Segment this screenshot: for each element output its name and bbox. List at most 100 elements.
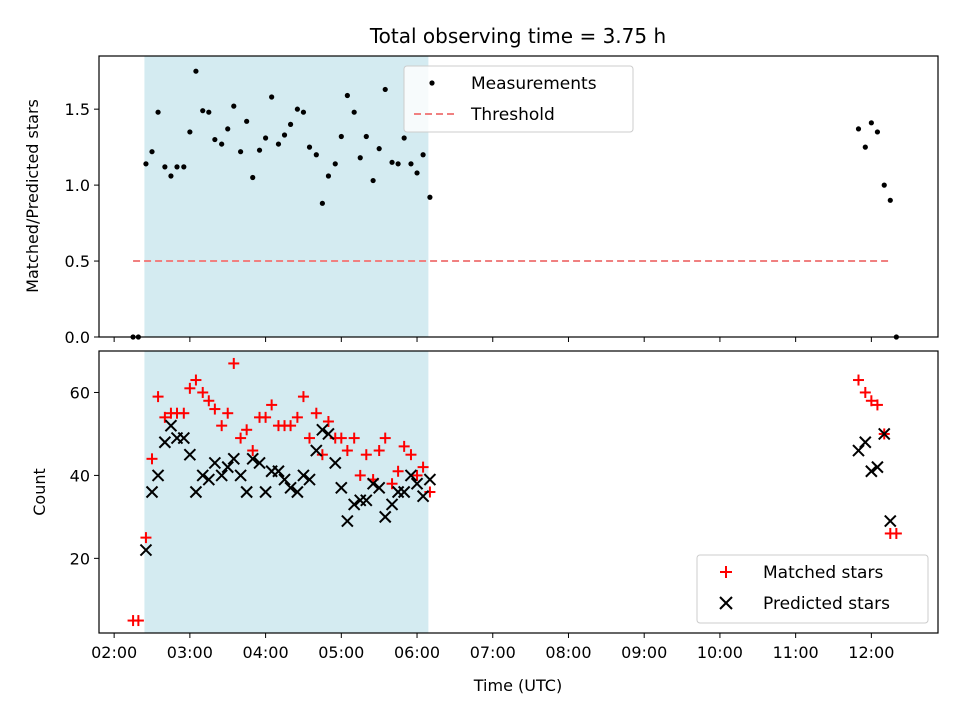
matched-stars-point [859,386,871,398]
measurement-point [420,152,426,158]
measurement-point [155,109,161,115]
matched-stars-point [354,469,366,481]
predicted-stars-point [335,481,348,495]
predicted-stars-point [145,485,159,499]
matched-stars-point [373,445,385,457]
measurement-point [401,135,407,141]
predicted-stars-point [215,469,228,482]
x-axis-label: Time (UTC) [473,676,562,695]
measurement-point [382,86,388,93]
measurement-point [319,200,325,206]
matched-stars-point [228,357,240,369]
measurement-point [269,94,275,100]
measurement-point [206,109,212,115]
x-tick-label: 05:00 [318,643,364,662]
predicted-stars-point [227,452,240,466]
measurement-point [231,103,237,109]
y-tick-label: 0.0 [65,328,90,347]
top-y-axis-label: Matched/Predicted stars [23,99,42,293]
legend-measurements-marker [429,80,435,86]
measurement-point [395,161,401,167]
predicted-stars-point [397,485,411,499]
predicted-stars-point [297,469,310,482]
predicted-stars-point [284,481,297,495]
y-tick-label: 1.5 [65,100,90,119]
predicted-stars-point [316,423,329,437]
matched-stars-point [304,432,316,444]
measurement-point [168,173,174,179]
legend-threshold-label: Threshold [470,105,555,125]
legend-measurements-label: Measurements [471,74,597,94]
measurement-point [287,121,294,127]
predicted-stars-point [385,498,399,511]
measurement-point [143,161,149,167]
matched-stars-point [348,432,360,444]
matched-stars-point [203,395,215,407]
y-tick-label: 60 [70,383,90,402]
y-tick-label: 20 [70,549,90,568]
bottom-series-layer [127,357,902,627]
measurement-point [181,164,187,170]
measurement-point [275,141,282,147]
measurement-point [427,194,433,200]
matched-stars-point [865,395,877,407]
predicted-stars-point [139,543,153,557]
measurement-point [238,149,244,155]
measurement-point [306,144,313,150]
matched-stars-point [247,445,259,457]
legend-predicted-marker [719,596,733,610]
matched-stars-point [209,403,221,415]
matched-stars-point [285,420,297,432]
bottom-y-axis-label: Count [30,468,49,516]
predicted-stars-point [404,469,418,482]
predicted-stars-point [341,514,354,528]
measurement-point [351,109,357,115]
x-tick-label: 11:00 [773,643,819,662]
predicted-stars-point [158,436,172,449]
measurement-point [376,146,382,152]
legend-predicted-label: Predicted stars [763,594,890,614]
measurement-point [225,126,231,132]
measurement-point [363,133,369,140]
predicted-stars-point [410,477,424,490]
predicted-stars-point [208,456,222,470]
x-tick-label: 02:00 [91,643,137,662]
matched-stars-point [132,615,144,627]
predicted-stars-point [423,473,437,486]
predicted-stars-point [310,444,323,457]
predicted-stars-point [347,498,361,511]
measurement-point [344,92,350,99]
predicted-stars-point [272,465,285,478]
predicted-stars-point [859,436,872,449]
predicted-stars-point [259,485,272,499]
predicted-stars-point [246,452,259,466]
measurement-point [294,106,300,112]
legend-matched-marker [720,566,732,578]
predicted-stars-point [183,448,197,461]
measurement-point [332,161,338,167]
matched-stars-point [405,449,417,461]
matched-stars-point [222,407,234,419]
matched-stars-point [386,478,398,490]
predicted-stars-point [360,494,373,507]
predicted-stars-point [234,469,247,482]
matched-stars-point [260,411,272,423]
matched-stars-point [216,420,228,432]
measurement-point [250,174,256,181]
matched-stars-point [341,445,353,457]
predicted-stars-point [379,510,392,524]
predicted-stars-point [189,485,203,499]
predicted-stars-point [164,419,178,432]
x-tick-label: 08:00 [545,643,591,662]
predicted-stars-point [291,485,304,499]
measurement-point [149,149,155,155]
top-y-axis: 0.0 0.5 1.0 1.5 [65,100,99,347]
predicted-stars-point [865,465,878,478]
measurement-point [212,136,218,143]
measurement-point [174,164,180,170]
x-tick-label: 09:00 [621,643,667,662]
top-legend: Measurements Threshold [403,65,634,133]
measurement-point [338,133,344,140]
matched-stars-point [197,386,209,398]
y-tick-label: 1.0 [65,176,90,195]
